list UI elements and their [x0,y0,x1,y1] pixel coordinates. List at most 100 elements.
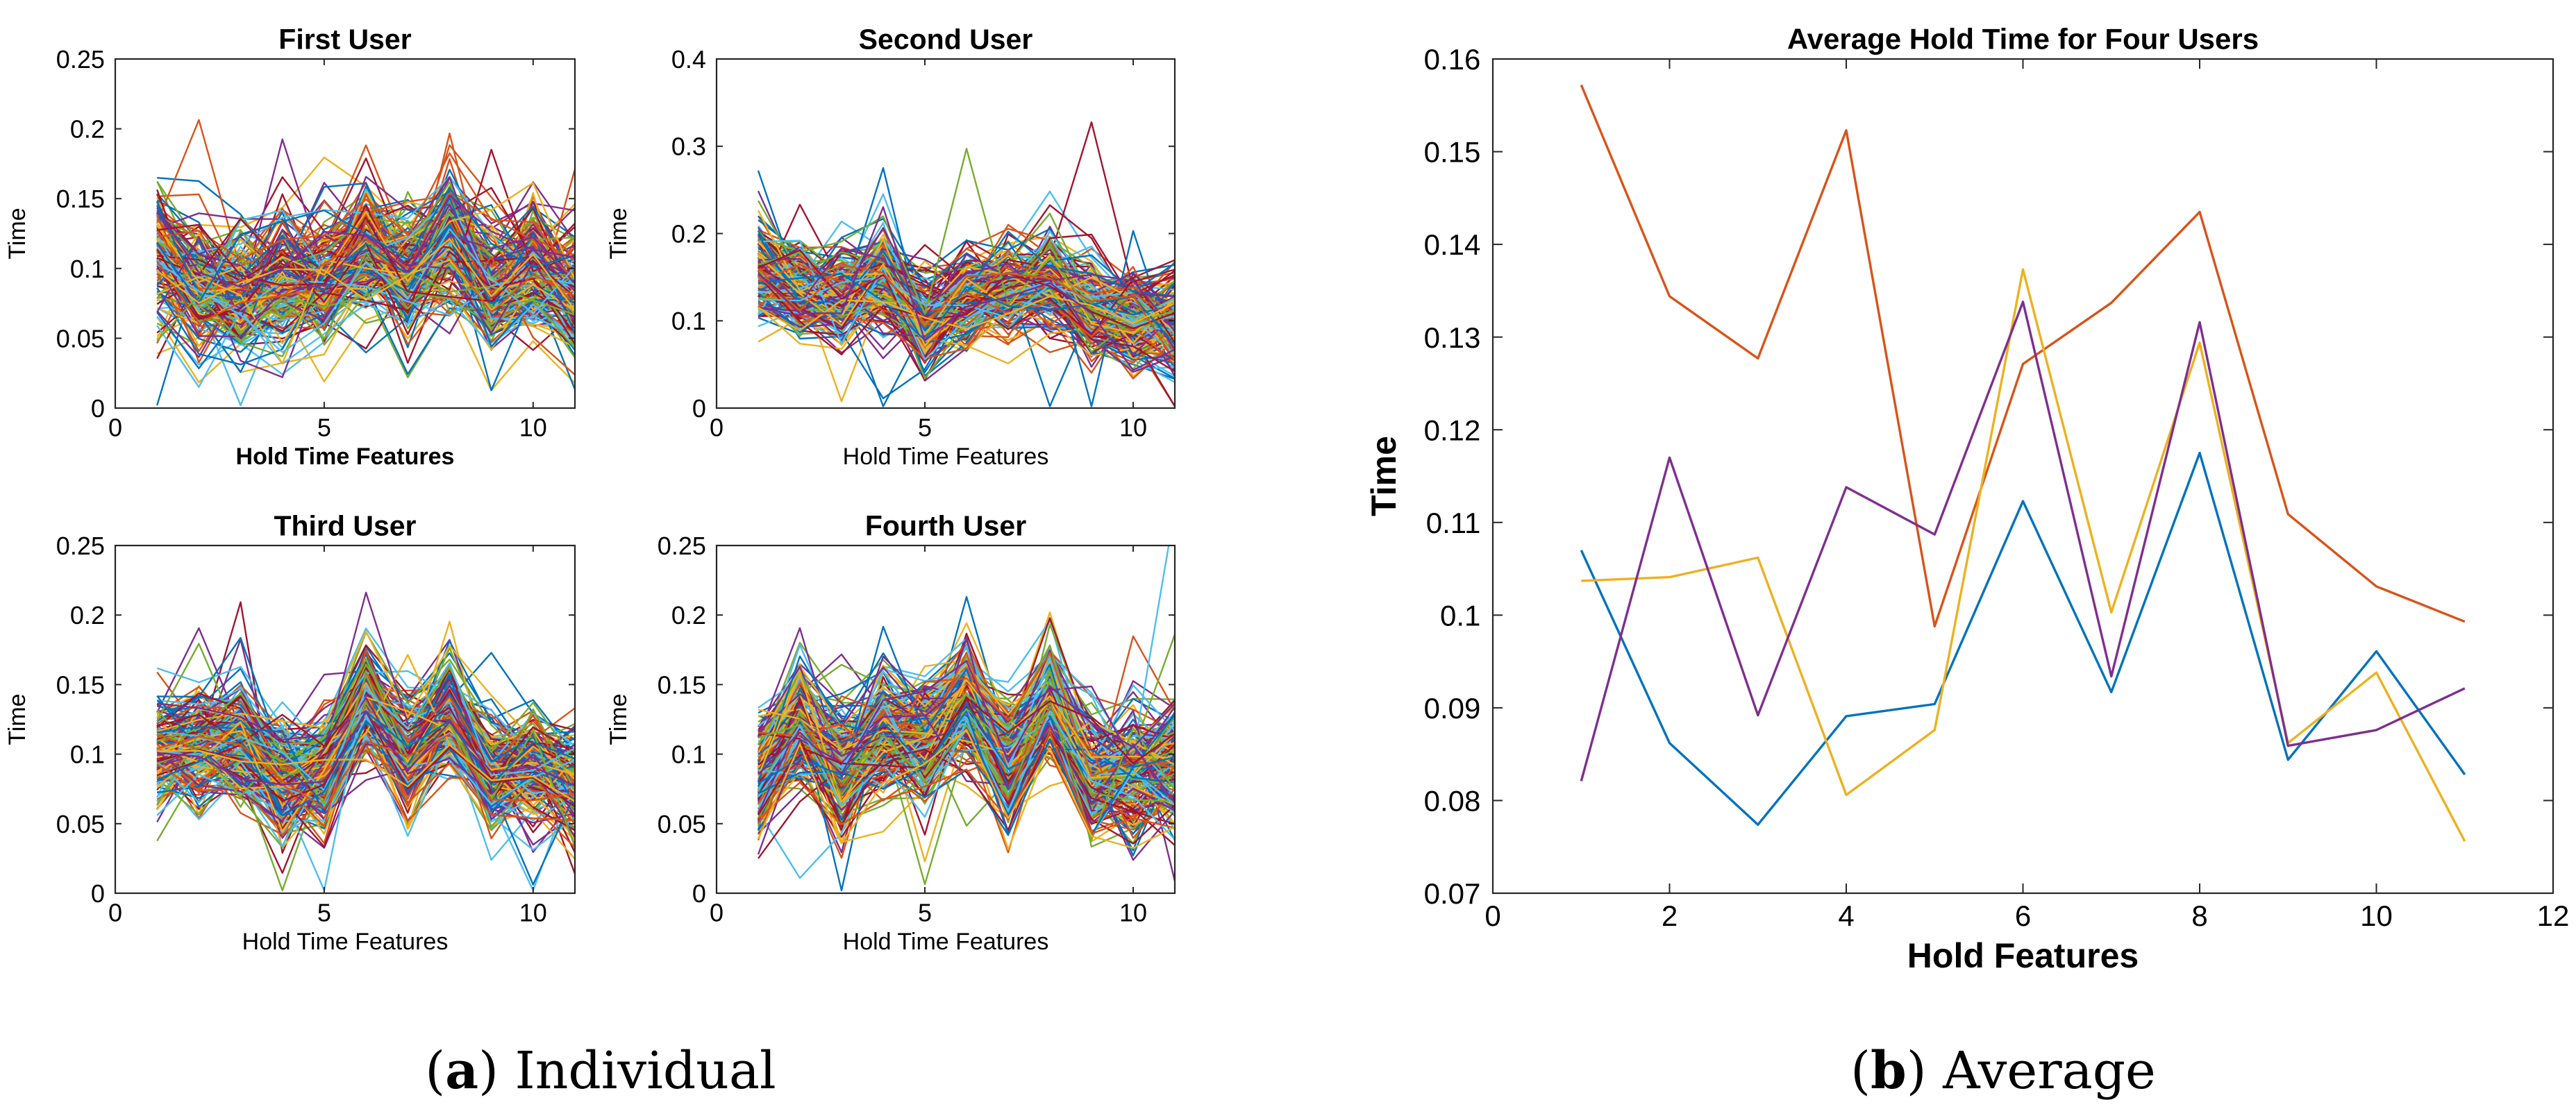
y-tick-label: 0.3 [671,133,706,161]
axes-frame [114,58,576,409]
x-axis-label: Hold Features [1907,936,2139,975]
chart-title: Third User [274,510,416,542]
y-tick-label: 0.09 [1424,692,1481,725]
plot-area [156,591,575,892]
trial-line [757,679,1175,827]
trial-line [156,194,575,288]
y-tick-label: 0 [91,879,105,908]
trial-line [757,226,1175,350]
x-tick-label: 10 [519,413,547,441]
y-tick-label: 0.15 [658,670,706,699]
chart-first-user: 0 5 10 0 0.05 0.1 0.15 0.2 0.25 First User Hold Ti… [4,24,576,470]
x-tick-label: 5 [317,898,331,927]
trial-line [156,654,575,790]
y-tick-label: 0.25 [56,45,105,74]
trial-line [157,711,575,787]
trial-line [757,707,1175,841]
trial-line [157,743,575,802]
y-tick-label: 0.2 [671,601,706,629]
x-tick-label: 5 [317,413,331,441]
chart-title: First User [278,24,411,56]
trial-line [156,187,575,304]
y-tick-label: 0.15 [56,670,105,699]
caption-average: (b) Average [1850,1041,2156,1101]
trial-line [758,264,1175,338]
y-axis-label: Time [1364,436,1403,516]
trial-line [156,204,575,326]
trial-line [156,237,575,324]
trial-line [156,228,575,353]
y-axis-label: Time [4,693,31,745]
plot-area [757,121,1175,407]
trial-line [156,663,575,762]
trial-line [757,218,1175,301]
x-tick-label: 10 [519,898,547,927]
trial-line [156,300,575,391]
trial-line [758,276,1175,326]
y-tick-label: 0.1 [70,255,105,283]
chart-third-user: 0 5 10 0 0.05 0.1 0.15 0.2 0.25 Third User Hold Ti… [4,510,576,955]
trial-line [758,710,1175,836]
trial-line [157,204,575,296]
chart-title: Second User [859,24,1033,56]
chart-title: Average Hold Time for Four Users [1787,22,2259,55]
x-tick-label: 10 [1119,413,1147,441]
trial-line [156,264,575,357]
trial-line [156,228,575,320]
y-axis-label: Time [605,208,632,259]
x-tick-label: 0 [108,413,122,441]
x-axis-label: Hold Time Features [242,929,449,955]
trial-line [757,710,1175,840]
axes-frame [114,544,576,895]
x-tick-label: 10 [2360,899,2393,932]
x-tick-label: 5 [918,413,932,441]
y-tick-label: 0.1 [671,741,706,769]
caption-individual: (a) Individual [425,1041,776,1101]
x-tick-label: 10 [1119,898,1147,927]
trial-line [758,265,1175,356]
trial-line [758,247,1175,332]
caption-individual-open: ( [425,1041,445,1101]
y-tick-label: 0.11 [1426,507,1481,539]
y-tick-label: 0 [692,879,706,908]
y-tick-label: 0.1 [70,741,105,769]
y-tick-label: 0.2 [671,219,706,248]
trial-line [757,729,1175,849]
x-tick-label: 2 [1662,899,1678,932]
y-tick-label: 0.05 [56,810,105,838]
chart-fourth-user: 0 5 10 0 0.05 0.1 0.15 0.2 0.25 Fourth User Hold T… [605,510,1176,955]
trial-line [758,253,1175,336]
y-axis-label: Time [4,208,31,259]
y-tick-label: 0.08 [1424,785,1481,818]
y-tick-label: 0 [692,394,706,423]
y-tick-label: 0.16 [1424,43,1481,76]
trial-line [758,206,1175,371]
trial-line [156,189,575,319]
chart-second-user: 0 5 10 0 0.1 0.2 0.3 0.4 Second User Hold Time Fe… [605,24,1176,470]
y-tick-label: 0.07 [1424,877,1481,910]
trial-line [758,699,1175,779]
trial-line [758,249,1175,330]
y-tick-label: 0.2 [70,115,105,144]
x-tick-label: 0 [108,898,122,927]
x-tick-label: 5 [918,898,932,927]
x-tick-label: 0 [710,898,724,927]
trial-line [156,716,575,816]
caption-average-tag: b [1871,1041,1907,1101]
trial-line [156,225,575,366]
caption-average-text: Average [1942,1041,2156,1101]
trial-line [156,692,575,781]
y-tick-label: 0.05 [658,810,706,838]
trial-line [156,674,575,848]
trial-line [157,693,575,814]
plot-area [1580,84,2466,842]
x-tick-label: 0 [710,413,724,441]
trial-line [758,273,1175,346]
axes-frame [715,544,1176,895]
x-tick-label: 6 [2015,899,2031,932]
trial-line [758,147,1175,325]
trial-line [157,152,575,276]
x-axis-label: Hold Time Features [236,443,455,470]
y-tick-label: 0.13 [1424,321,1481,354]
